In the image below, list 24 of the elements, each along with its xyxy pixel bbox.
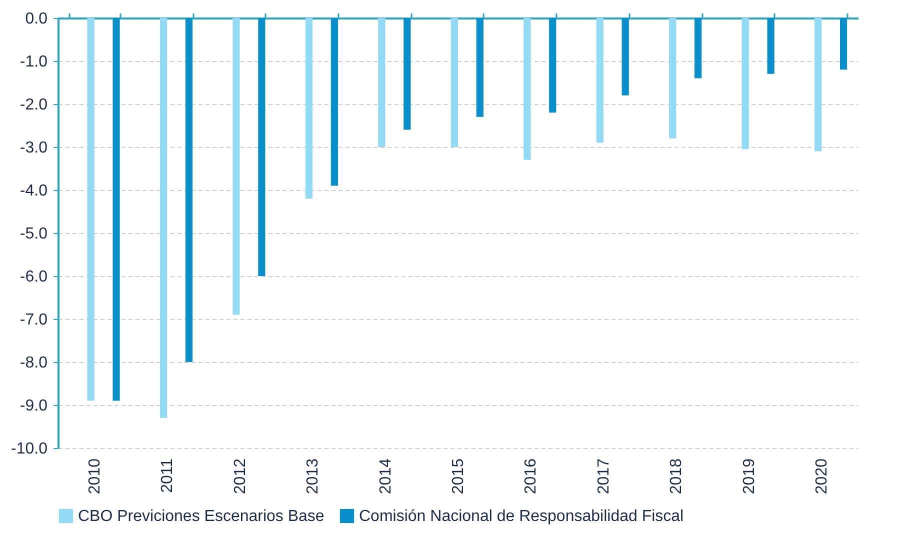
y-tick-label: -2.0 xyxy=(20,96,48,114)
x-tick-label: 2013 xyxy=(304,458,322,494)
y-tick-label: -8.0 xyxy=(20,354,48,372)
x-tick-label: 2018 xyxy=(668,458,686,494)
x-tick-label: 2011 xyxy=(159,458,176,493)
y-tick-label: 0.0 xyxy=(25,10,48,28)
y-tick-label: -3.0 xyxy=(20,140,48,156)
y-tick-label: -10.0 xyxy=(11,440,48,458)
legend-label: Comisión Nacional de Responsabilidad Fiscal xyxy=(359,508,684,525)
legend-label: CBO Previciones Escenarios Base xyxy=(78,508,324,525)
x-tick-label: 2020 xyxy=(814,458,831,494)
x-tick-label: 2019 xyxy=(740,458,758,494)
x-tick-label: 2015 xyxy=(450,458,467,494)
y-tick-label: -5.0 xyxy=(20,226,48,242)
y-tick-label: -4.0 xyxy=(20,182,48,200)
y-tick-label: -7.0 xyxy=(20,312,48,328)
x-tick-label: 2016 xyxy=(522,458,540,494)
x-tick-label: 2014 xyxy=(377,458,394,494)
y-tick-label: -6.0 xyxy=(20,268,48,286)
x-tick-label: 2010 xyxy=(86,458,104,494)
x-tick-label: 2017 xyxy=(595,458,612,494)
y-tick-label: -9.0 xyxy=(20,398,48,414)
x-tick-label: 2012 xyxy=(232,458,249,494)
y-tick-label: -1.0 xyxy=(20,54,48,70)
